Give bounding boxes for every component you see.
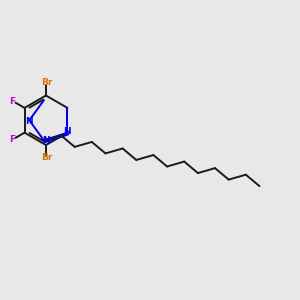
Text: N: N: [42, 136, 50, 145]
Text: Br: Br: [41, 153, 52, 162]
Text: F: F: [9, 97, 15, 106]
Text: N: N: [64, 127, 71, 136]
Text: N: N: [26, 117, 33, 126]
Text: Br: Br: [41, 78, 52, 87]
Text: F: F: [9, 135, 15, 144]
